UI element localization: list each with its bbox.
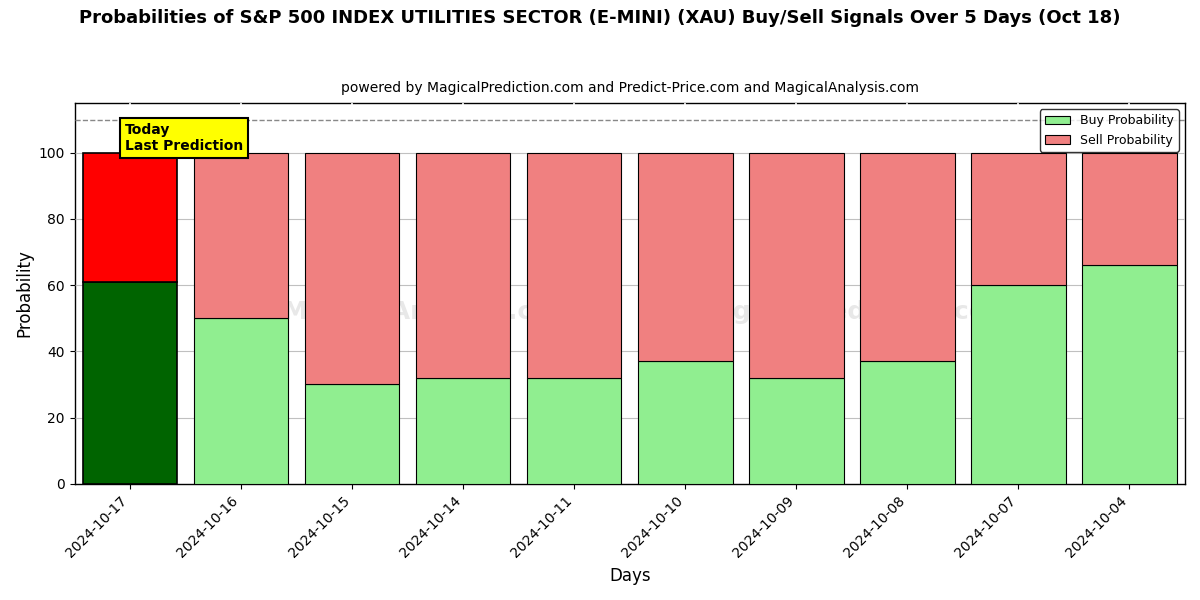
Text: Today
Last Prediction: Today Last Prediction <box>125 123 242 153</box>
Title: powered by MagicalPrediction.com and Predict-Price.com and MagicalAnalysis.com: powered by MagicalPrediction.com and Pre… <box>341 81 919 95</box>
Bar <box>416 378 510 484</box>
Bar <box>860 361 955 484</box>
Bar <box>749 378 844 484</box>
Bar <box>194 318 288 484</box>
Bar <box>971 153 1066 285</box>
Text: MagicalAnalysis.com: MagicalAnalysis.com <box>283 301 577 325</box>
Bar <box>416 153 510 378</box>
Text: MagicalPrediction.com: MagicalPrediction.com <box>691 301 1013 325</box>
X-axis label: Days: Days <box>610 567 650 585</box>
Bar <box>971 285 1066 484</box>
Bar <box>527 153 622 378</box>
Bar <box>194 153 288 318</box>
Bar <box>749 153 844 378</box>
Bar <box>638 361 732 484</box>
Legend: Buy Probability, Sell Probability: Buy Probability, Sell Probability <box>1040 109 1178 152</box>
Y-axis label: Probability: Probability <box>16 250 34 337</box>
Bar <box>860 153 955 361</box>
Text: Probabilities of S&P 500 INDEX UTILITIES SECTOR (E-MINI) (XAU) Buy/Sell Signals : Probabilities of S&P 500 INDEX UTILITIES… <box>79 9 1121 27</box>
Bar <box>305 153 400 385</box>
Bar <box>1082 265 1177 484</box>
Bar <box>83 153 178 282</box>
Bar <box>527 378 622 484</box>
Bar <box>638 153 732 361</box>
Bar <box>1082 153 1177 265</box>
Bar <box>83 282 178 484</box>
Bar <box>305 385 400 484</box>
